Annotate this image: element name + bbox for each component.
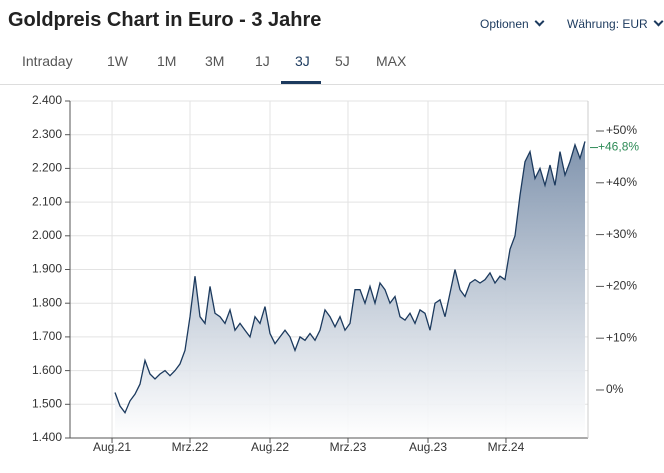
y-tick-label: 2.300 [32, 127, 62, 141]
y2-tick-label: +40% [606, 175, 637, 189]
tab[interactable]: MAX [376, 53, 407, 69]
tab-bar: Intraday 1W 1M 3M 1J 3J 5J MAX [0, 44, 664, 85]
y2-tick-label: +20% [606, 279, 637, 293]
x-tick-label: Aug.21 [93, 440, 131, 454]
annotation-label: +46,8% [598, 140, 639, 154]
y-tick-label: 1.500 [32, 396, 62, 410]
y-tick-label: 2.200 [32, 161, 62, 175]
separator [0, 84, 664, 85]
y-tick-label: 2.100 [32, 194, 62, 208]
y2-tick-label: +50% [606, 123, 637, 137]
tab[interactable]: 3M [205, 53, 225, 69]
currency-button[interactable]: Währung: EUR [567, 17, 662, 31]
x-tick-label: Mrz.22 [172, 440, 209, 454]
y-tick-label: 1.700 [32, 329, 62, 343]
tab[interactable]: 1W [107, 53, 128, 69]
y-tick-label: 2.000 [32, 228, 62, 242]
price-line [114, 141, 586, 414]
tab[interactable]: 3J [295, 53, 310, 69]
y2-tick-label: +10% [606, 330, 637, 344]
y-tick-label: 2.400 [32, 93, 62, 107]
tab-underline [281, 81, 321, 84]
y-tick-label: 1.800 [32, 295, 62, 309]
y-tick-label: 1.600 [32, 363, 62, 377]
x-tick-label: Aug.23 [409, 440, 447, 454]
tab[interactable]: 1M [157, 53, 177, 69]
tab[interactable]: 5J [335, 53, 350, 69]
x-tick-label: Mrz.24 [488, 440, 525, 454]
area-fill [115, 141, 586, 438]
x-tick-label: Aug.22 [251, 440, 289, 454]
tab[interactable]: 1J [255, 53, 270, 69]
tab[interactable]: Intraday [22, 53, 73, 69]
options-button[interactable]: Optionen [480, 17, 543, 31]
y2-tick-label: 0% [606, 382, 624, 396]
y-tick-label: 1.900 [32, 262, 62, 276]
y2-tick-label: +30% [606, 227, 637, 241]
y-tick-label: 1.400 [32, 430, 62, 444]
x-tick-label: Mrz.23 [330, 440, 367, 454]
title: Goldpreis Chart in Euro - 3 Jahre [8, 9, 322, 31]
